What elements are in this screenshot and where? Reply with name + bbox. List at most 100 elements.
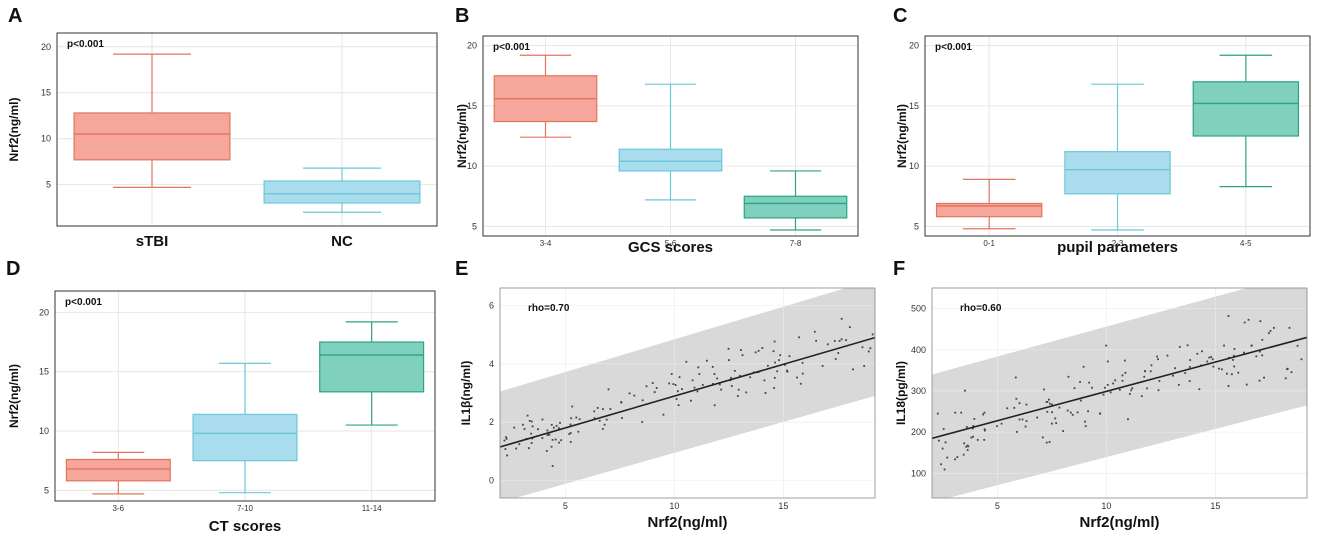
box-2-3 — [1064, 83, 1171, 231]
x-axis-title: GCS scores — [628, 239, 713, 256]
data-point — [1255, 355, 1258, 358]
data-point — [1041, 436, 1044, 439]
data-point — [1149, 370, 1152, 373]
data-point — [513, 426, 516, 429]
data-point — [1184, 372, 1187, 374]
data-point — [558, 441, 560, 444]
data-point — [1066, 409, 1069, 412]
data-point — [1210, 356, 1213, 358]
data-point — [504, 448, 507, 450]
box-sTBI — [73, 53, 231, 188]
data-point — [1269, 330, 1272, 332]
regression-line — [932, 336, 1307, 440]
data-point — [837, 352, 840, 354]
x-tick-label: 10 — [1101, 501, 1111, 511]
data-point — [936, 412, 939, 415]
y-tick-label: 10 — [467, 161, 477, 171]
data-point — [633, 394, 636, 397]
data-point — [1140, 395, 1143, 398]
data-point — [601, 408, 604, 410]
panel-E: E 0 2 4 6 5 10 15 rho=0.70 Nrf2(ng/ml) IL1β(ng/ml) — [455, 258, 876, 531]
data-point — [1045, 441, 1048, 444]
y-tick-label: 10 — [909, 161, 919, 171]
data-point — [941, 447, 944, 450]
data-point — [712, 383, 714, 385]
data-point — [1211, 358, 1214, 361]
data-point — [786, 370, 789, 373]
data-point — [1105, 344, 1108, 347]
data-point — [1124, 371, 1127, 374]
x-axis-title: CT scores — [209, 518, 282, 535]
data-point — [1288, 326, 1291, 329]
data-point — [766, 364, 769, 367]
data-point — [672, 383, 675, 385]
data-point — [966, 449, 969, 451]
data-point — [503, 439, 506, 442]
data-point — [745, 391, 748, 394]
data-point — [628, 392, 631, 395]
data-point — [607, 388, 610, 391]
data-point — [1079, 399, 1082, 402]
panel-letter: B — [455, 5, 469, 27]
data-point — [596, 407, 599, 409]
data-point — [701, 384, 704, 386]
data-point — [1290, 371, 1293, 374]
data-point — [813, 330, 816, 333]
y-tick-label: 20 — [39, 307, 49, 317]
y-axis-title: Nrf2(ng/ml) — [7, 98, 21, 162]
y-tick-label: 15 — [39, 367, 49, 377]
data-point — [713, 404, 716, 407]
data-point — [815, 339, 818, 342]
data-point — [869, 347, 872, 350]
data-point — [546, 434, 549, 436]
data-point — [730, 385, 733, 387]
panel-letter: F — [893, 258, 905, 280]
data-point — [946, 456, 949, 459]
data-point — [548, 433, 551, 436]
data-point — [1015, 397, 1018, 400]
data-point — [655, 387, 658, 389]
category-label: sTBI — [136, 233, 169, 250]
data-point — [1051, 403, 1053, 406]
data-point — [560, 439, 563, 442]
data-point — [942, 428, 945, 430]
data-point — [848, 326, 851, 329]
data-point — [976, 438, 979, 441]
data-point — [1123, 359, 1126, 362]
y-tick-label: 200 — [911, 427, 926, 437]
data-point — [541, 418, 544, 421]
y-tick-label: 20 — [467, 41, 477, 51]
data-point — [983, 438, 986, 441]
plot-frame — [931, 287, 1308, 499]
data-point — [641, 421, 644, 423]
data-point — [1084, 425, 1087, 428]
panel-letter: D — [6, 258, 20, 280]
data-point — [962, 453, 965, 456]
data-point — [1084, 420, 1086, 423]
data-point — [1150, 364, 1153, 367]
data-point — [1000, 422, 1003, 425]
data-point — [1025, 403, 1028, 406]
data-point — [1045, 400, 1048, 403]
data-point — [1267, 332, 1270, 335]
category-label: 4-5 — [1240, 239, 1252, 248]
panel-F: F 100 200 300 400 500 5 10 15 rho=0.60 Nrf2(ng/ml)… — [893, 258, 1308, 531]
data-point — [1055, 422, 1058, 424]
data-point — [840, 338, 843, 341]
data-point — [1144, 370, 1146, 373]
data-point — [569, 432, 572, 434]
data-point — [1158, 380, 1161, 382]
data-point — [506, 454, 508, 457]
data-point — [730, 376, 732, 379]
box-body — [65, 458, 171, 482]
y-tick-label: 5 — [914, 221, 919, 231]
p-value-annotation: p<0.001 — [65, 297, 102, 308]
data-point — [1261, 338, 1264, 341]
data-point — [641, 399, 644, 402]
data-point — [1043, 388, 1045, 391]
y-axis-title: IL18(pg/ml) — [894, 361, 908, 425]
data-point — [972, 425, 975, 427]
data-point — [861, 346, 864, 349]
data-point — [555, 424, 558, 427]
